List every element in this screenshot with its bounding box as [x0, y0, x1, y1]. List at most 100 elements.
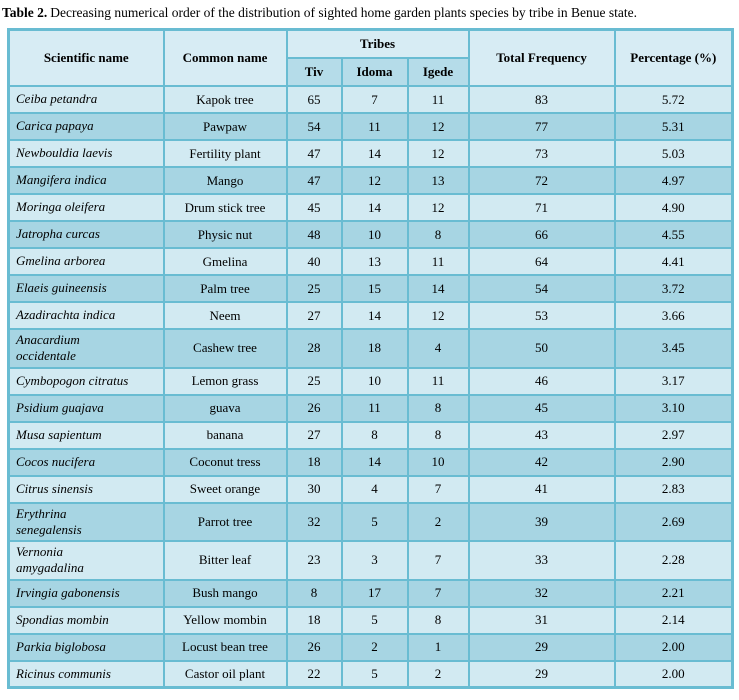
col-header-tribes: Tribes	[285, 28, 470, 60]
cell-idoma-count: 13	[340, 247, 409, 277]
cell-total-frequency: 72	[467, 166, 616, 196]
cell-common-name: Coconut tress	[162, 447, 288, 477]
cell-tiv-count: 18	[285, 447, 343, 477]
cell-igede-count: 14	[406, 274, 470, 304]
cell-tiv-count: 48	[285, 220, 343, 250]
cell-common-name: Neem	[162, 301, 288, 331]
cell-idoma-count: 3	[340, 540, 409, 581]
cell-idoma-count: 14	[340, 193, 409, 223]
cell-igede-count: 4	[406, 328, 470, 369]
cell-common-name: Gmelina	[162, 247, 288, 277]
table-caption-label: Table 2.	[2, 5, 48, 20]
cell-total-frequency: 42	[467, 447, 616, 477]
table-row: Spondias mombin Yellow mombin 18 5 8 31 2.14	[7, 605, 734, 635]
cell-idoma-count: 14	[340, 447, 409, 477]
cell-idoma-count: 5	[340, 659, 409, 689]
col-header-tribe-idoma: Idoma	[340, 57, 409, 88]
cell-total-frequency: 66	[467, 220, 616, 250]
cell-common-name: guava	[162, 393, 288, 423]
table-row: Ricinus communis Castor oil plant 22 5 2 29 2.…	[7, 659, 734, 689]
col-header-scientific-name: Scientific name	[7, 28, 165, 88]
table-header: Scientific name Common name Tribes Total…	[7, 28, 734, 88]
cell-common-name: Bitter leaf	[162, 540, 288, 581]
cell-tiv-count: 25	[285, 366, 343, 396]
cell-tiv-count: 45	[285, 193, 343, 223]
cell-scientific-name: Musa sapientum	[7, 420, 165, 450]
col-header-common-name: Common name	[162, 28, 288, 88]
cell-total-frequency: 83	[467, 85, 616, 115]
cell-idoma-count: 11	[340, 393, 409, 423]
table-caption-text: Decreasing numerical order of the distri…	[50, 5, 637, 20]
cell-percentage: 2.90	[613, 447, 734, 477]
cell-igede-count: 7	[406, 578, 470, 608]
table-caption: Table 2. Decreasing numerical order of th…	[2, 4, 737, 22]
table-row: Irvingia gabonensis Bush mango 8 17 7 32 2.21	[7, 578, 734, 608]
cell-total-frequency: 32	[467, 578, 616, 608]
table-row: Carica papaya Pawpaw 54 11 12 77 5.31	[7, 112, 734, 142]
cell-tiv-count: 65	[285, 85, 343, 115]
cell-tiv-count: 27	[285, 420, 343, 450]
cell-total-frequency: 41	[467, 474, 616, 504]
header-row-tribes: Tiv Idoma Igede	[9, 57, 733, 88]
cell-tiv-count: 8	[285, 578, 343, 608]
cell-idoma-count: 10	[340, 220, 409, 250]
cell-tiv-count: 54	[285, 112, 343, 142]
cell-scientific-name: Carica papaya	[7, 112, 165, 142]
col-header-total-frequency: Total Frequency	[467, 28, 616, 88]
cell-igede-count: 12	[406, 112, 470, 142]
cell-igede-count: 11	[406, 247, 470, 277]
cell-tiv-count: 30	[285, 474, 343, 504]
cell-tiv-count: 18	[285, 605, 343, 635]
cell-igede-count: 1	[406, 632, 470, 662]
cell-scientific-name: Jatropha curcas	[7, 220, 165, 250]
cell-total-frequency: 53	[467, 301, 616, 331]
cell-igede-count: 11	[406, 85, 470, 115]
cell-common-name: Kapok tree	[162, 85, 288, 115]
cell-idoma-count: 2	[340, 632, 409, 662]
table-row: Elaeis guineensis Palm tree 25 15 14 54 3.72	[7, 274, 734, 304]
cell-scientific-name: Cymbopogon citratus	[7, 366, 165, 396]
cell-scientific-name: Erythrina senegalensis	[7, 501, 165, 543]
cell-igede-count: 12	[406, 193, 470, 223]
cell-scientific-name: Vernonia amygadalina	[7, 540, 165, 581]
cell-tiv-count: 26	[285, 393, 343, 423]
cell-total-frequency: 50	[467, 328, 616, 369]
cell-percentage: 2.14	[613, 605, 734, 635]
cell-scientific-name: Ricinus communis	[7, 659, 165, 689]
cell-percentage: 3.72	[613, 274, 734, 304]
cell-percentage: 5.31	[613, 112, 734, 142]
cell-igede-count: 11	[406, 366, 470, 396]
cell-idoma-count: 7	[340, 85, 409, 115]
cell-idoma-count: 5	[340, 501, 409, 543]
cell-scientific-name: Spondias mombin	[7, 605, 165, 635]
table-row: Musa sapientum banana 27 8 8 43 2.97	[7, 420, 734, 450]
cell-common-name: Castor oil plant	[162, 659, 288, 689]
cell-tiv-count: 25	[285, 274, 343, 304]
cell-igede-count: 12	[406, 139, 470, 169]
cell-tiv-count: 47	[285, 139, 343, 169]
table-row: Parkia biglobosa Locust bean tree 26 2 1 29 2.…	[7, 632, 734, 662]
cell-common-name: Bush mango	[162, 578, 288, 608]
cell-common-name: Palm tree	[162, 274, 288, 304]
cell-scientific-name: Azadirachta indica	[7, 301, 165, 331]
cell-total-frequency: 54	[467, 274, 616, 304]
cell-common-name: Parrot tree	[162, 501, 288, 543]
cell-common-name: Pawpaw	[162, 112, 288, 142]
cell-total-frequency: 43	[467, 420, 616, 450]
cell-idoma-count: 14	[340, 139, 409, 169]
cell-scientific-name: Irvingia gabonensis	[7, 578, 165, 608]
cell-igede-count: 2	[406, 659, 470, 689]
cell-scientific-name: Newbouldia laevis	[7, 139, 165, 169]
cell-tiv-count: 32	[285, 501, 343, 543]
cell-scientific-name: Citrus sinensis	[7, 474, 165, 504]
cell-tiv-count: 40	[285, 247, 343, 277]
cell-idoma-count: 18	[340, 328, 409, 369]
cell-tiv-count: 27	[285, 301, 343, 331]
cell-idoma-count: 5	[340, 605, 409, 635]
cell-total-frequency: 64	[467, 247, 616, 277]
col-header-tribe-tiv: Tiv	[285, 57, 343, 88]
table-row: Vernonia amygadalina Bitter leaf 23 3 7 33 2.2…	[7, 540, 734, 581]
cell-tiv-count: 28	[285, 328, 343, 369]
cell-percentage: 2.69	[613, 501, 734, 543]
